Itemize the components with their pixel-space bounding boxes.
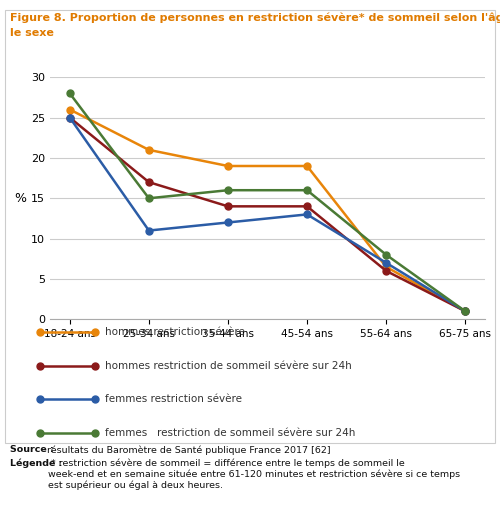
Text: hommes restriction sévère: hommes restriction sévère	[105, 327, 245, 337]
Text: le sexe: le sexe	[10, 28, 54, 38]
Text: hommes restriction de sommeil sévère sur 24h: hommes restriction de sommeil sévère sur…	[105, 360, 352, 371]
Text: femmes restriction sévère: femmes restriction sévère	[105, 394, 242, 404]
Text: femmes   restriction de sommeil sévère sur 24h: femmes restriction de sommeil sévère sur…	[105, 427, 356, 438]
Y-axis label: %: %	[14, 192, 26, 205]
Text: résultats du Baromètre de Santé publique France 2017 [62]: résultats du Baromètre de Santé publique…	[44, 445, 331, 455]
Text: Légende :: Légende :	[10, 458, 62, 468]
Text: Figure 8. Proportion de personnes en restriction sévère* de sommeil selon l'âge : Figure 8. Proportion de personnes en res…	[10, 13, 500, 23]
Text: * restriction sévère de sommeil = différence entre le temps de sommeil le
week-e: * restriction sévère de sommeil = différ…	[48, 458, 460, 490]
Text: Source :: Source :	[10, 445, 54, 454]
